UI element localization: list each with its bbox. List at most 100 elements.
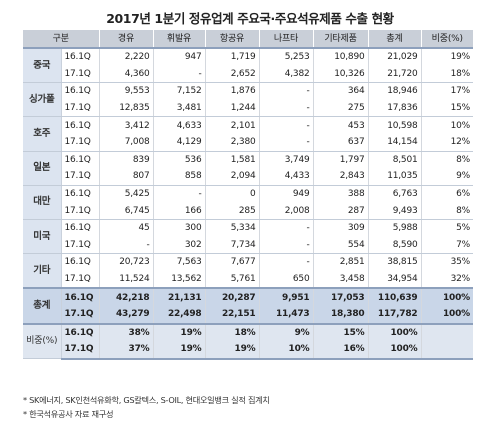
table-row: 기타 16.1Q 20,723 7,563 7,677-2,851 38,815 35% — [23, 253, 473, 289]
period-cell: 17.1Q — [60, 168, 99, 186]
value-cell: 17,836 — [367, 99, 421, 118]
value-cell: 7,152 — [152, 82, 205, 100]
value-cell: 8,590 — [367, 236, 421, 255]
value-cell: 5% — [420, 219, 473, 237]
value-cell: 10% — [420, 116, 473, 134]
value-cell: 12% — [420, 133, 473, 152]
value-cell: - — [258, 236, 313, 255]
period-cell: 17.1Q — [60, 270, 99, 289]
value-cell: 45 — [98, 219, 153, 237]
table-row: 17.1Q 807 858 2,094 4,433 2,843 11,035 9% — [23, 168, 473, 186]
column-header: 휘발유 — [152, 30, 205, 49]
value-cell: - — [152, 185, 205, 203]
value-cell: - — [98, 236, 153, 255]
region-cell: 비중(%) — [23, 322, 61, 360]
table-row: 싱가폴 16.1Q 9,553 7,152 1,876-364 18,946 17% — [23, 82, 473, 118]
value-cell: 4,633 — [152, 116, 205, 134]
value-cell: 21,029 — [367, 48, 421, 66]
value-cell: 388 — [312, 185, 368, 203]
value-cell: 9% — [420, 168, 473, 186]
period-cell: 17.1Q — [60, 236, 99, 255]
value-cell: - — [258, 219, 313, 237]
value-cell: 637 — [312, 133, 368, 152]
column-header: 항공유 — [204, 30, 259, 49]
value-cell: 5,253 — [258, 48, 313, 66]
region-cell: 싱가폴 — [23, 82, 61, 118]
value-cell: 275 — [312, 99, 368, 118]
value-cell: 100% — [420, 305, 473, 324]
value-cell: 10,326 — [312, 65, 368, 84]
value-cell: 4,382 — [258, 65, 313, 84]
value-cell: 0 — [204, 185, 259, 203]
value-cell: 34,954 — [367, 270, 421, 289]
value-cell: 6,763 — [367, 185, 421, 203]
value-cell: 2,008 — [258, 202, 313, 220]
table-row: 미국 16.1Q 45 300 5,334-309 5,988 5% — [23, 219, 473, 255]
value-cell: 100% — [367, 341, 421, 360]
value-cell: 20,287 — [204, 287, 259, 306]
period-cell: 17.1Q — [60, 341, 99, 360]
value-cell: 2,380 — [204, 133, 259, 152]
table-row: 17.1Q 37% 19% 19% 10% 16% 100% — [23, 341, 473, 360]
value-cell: 21,131 — [152, 287, 205, 306]
table-row: 17.1Q 7,008 4,129 2,380-637 14,154 12% — [23, 133, 473, 152]
period-cell: 16.1Q — [60, 253, 99, 271]
value-cell: 166 — [152, 202, 205, 220]
value-cell: 1,719 — [204, 48, 259, 66]
period-cell: 16.1Q — [60, 287, 99, 306]
value-cell: 807 — [98, 168, 153, 186]
value-cell: 32% — [420, 270, 473, 289]
value-cell: 15% — [312, 322, 368, 342]
period-cell: 17.1Q — [60, 202, 99, 220]
value-cell: 3,458 — [312, 270, 368, 289]
region-cell: 미국 — [23, 219, 61, 255]
value-cell: 2,101 — [204, 116, 259, 134]
value-cell: 285 — [204, 202, 259, 220]
value-cell: 8% — [420, 202, 473, 220]
period-cell: 17.1Q — [60, 65, 99, 84]
value-cell: 100% — [367, 322, 421, 342]
value-cell: 19% — [420, 48, 473, 66]
value-cell: 117,782 — [367, 305, 421, 324]
region-cell: 대만 — [23, 185, 61, 220]
value-cell: 10,598 — [367, 116, 421, 134]
value-cell: 16% — [312, 341, 368, 360]
table-row: 일본 16.1Q 839 536 1,581 3,749 1,797 8,501 8% — [23, 151, 473, 186]
table-row: 비중(%) 16.1Q 38% 19% 18% 9% 15% 100% — [23, 322, 473, 360]
value-cell: 13,562 — [152, 270, 205, 289]
value-cell: 15% — [420, 99, 473, 118]
value-cell: 43,279 — [98, 305, 153, 324]
column-header: 비중(%) — [420, 30, 473, 49]
value-cell — [420, 341, 473, 360]
value-cell: 22,498 — [152, 305, 205, 324]
value-cell: 18,946 — [367, 82, 421, 100]
value-cell: 309 — [312, 219, 368, 237]
value-cell: 3,749 — [258, 151, 313, 169]
value-cell: - — [258, 133, 313, 152]
value-cell: 5,334 — [204, 219, 259, 237]
period-cell: 17.1Q — [60, 305, 99, 324]
value-cell: 17,053 — [312, 287, 368, 306]
value-cell: 4,129 — [152, 133, 205, 152]
column-header: 총계 — [367, 30, 421, 49]
value-cell: 650 — [258, 270, 313, 289]
region-cell: 일본 — [23, 151, 61, 186]
value-cell: 2,220 — [98, 48, 153, 66]
table-body: 중국 16.1Q 2,220 947 1,719 5,253 10,890 21,029 19%… — [23, 48, 473, 360]
table-title: 2017년 1분기 정유업계 주요국·주요석유제품 수출 현황 — [106, 11, 394, 26]
value-cell: 3,412 — [98, 116, 153, 134]
value-cell: 38% — [98, 322, 153, 342]
footnote: * SK에너지, SK인천석유화학, GS칼텍스, S-OIL, 현대오일뱅크 … — [23, 395, 270, 405]
value-cell: 6% — [420, 185, 473, 203]
table-row: 17.1Q -302 7,734-554 8,590 7% — [23, 236, 473, 255]
value-cell: 11,524 — [98, 270, 153, 289]
value-cell: 287 — [312, 202, 368, 220]
value-cell: 1,244 — [204, 99, 259, 118]
value-cell: 453 — [312, 116, 368, 134]
value-cell: - — [258, 116, 313, 134]
period-cell: 16.1Q — [60, 48, 99, 66]
value-cell: 7,734 — [204, 236, 259, 255]
period-cell: 17.1Q — [60, 133, 99, 152]
value-cell: 554 — [312, 236, 368, 255]
value-cell: 2,851 — [312, 253, 368, 271]
